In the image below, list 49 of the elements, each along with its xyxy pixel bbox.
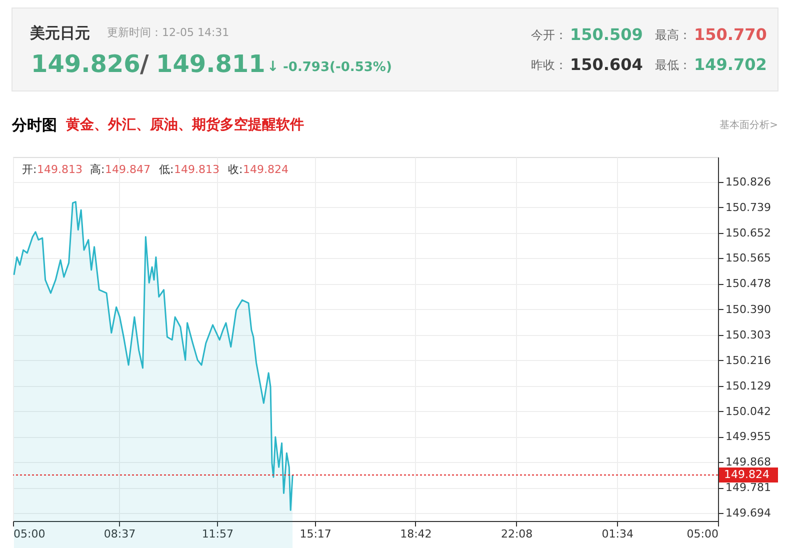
x-tick-label: 18:42 [400, 528, 432, 540]
text: 更新时间：12-05 14:31 [107, 26, 230, 39]
x-tick-label: 15:17 [300, 528, 332, 540]
ref-line-label: 149.824 [724, 468, 770, 482]
annotation: 收: [228, 163, 243, 176]
x-tick-label: 22:08 [500, 528, 533, 540]
y-tick-label: 150.652 [726, 226, 771, 240]
y-tick-label: 149.955 [726, 430, 771, 444]
text: 基本面分析> [720, 119, 778, 131]
x-tick-label: 05:00 [686, 528, 718, 540]
y-tick-label: 150.739 [726, 200, 771, 214]
y-tick-label: 150.478 [726, 277, 771, 290]
x-tick-label: 05:00 [14, 528, 46, 540]
annotation: 149.847 [105, 163, 150, 176]
chart-title: 分时图 [11, 116, 57, 134]
text: 149.811 [156, 50, 266, 78]
text: 昨收： [531, 58, 567, 72]
y-tick-label: 150.303 [726, 328, 771, 342]
chart-subtitle: 黄金、外汇、原油、期货多空提醒软件 [65, 116, 304, 133]
text: 150.509 [570, 25, 643, 44]
annotation: 低: [159, 163, 174, 176]
annotation: 开: [22, 163, 37, 176]
annotation: 149.813 [37, 163, 82, 176]
text: 149.826 [31, 50, 140, 78]
text: -0.793(-0.53%) [283, 60, 392, 75]
y-tick-label: 149.868 [726, 456, 771, 469]
x-tick-label: 08:37 [104, 528, 136, 540]
text: 150.604 [570, 55, 643, 74]
text: 美元日元 [29, 24, 90, 42]
y-tick-label: 150.042 [726, 404, 771, 418]
annotation: 高: [90, 163, 105, 176]
y-tick-label: 150.565 [726, 252, 771, 265]
y-tick-label: 149.694 [726, 506, 771, 520]
y-tick-label: 149.781 [726, 481, 771, 494]
y-tick-label: 150.216 [726, 354, 771, 367]
x-tick-label: 11:57 [202, 528, 234, 540]
y-tick-label: 150.390 [726, 302, 771, 316]
text: 今开： [531, 28, 567, 42]
text: 最高： [655, 28, 691, 42]
y-tick-label: 150.129 [726, 379, 771, 392]
text: 149.702 [694, 55, 767, 74]
x-tick-label: 01:34 [602, 528, 634, 540]
text: / [140, 50, 149, 78]
annotation: 149.813 [174, 163, 220, 176]
annotation: 149.824 [243, 163, 288, 176]
text: 150.770 [694, 25, 767, 44]
y-tick-label: 150.826 [726, 175, 771, 188]
text: 最低： [655, 58, 691, 72]
text: ↓ [267, 59, 279, 75]
